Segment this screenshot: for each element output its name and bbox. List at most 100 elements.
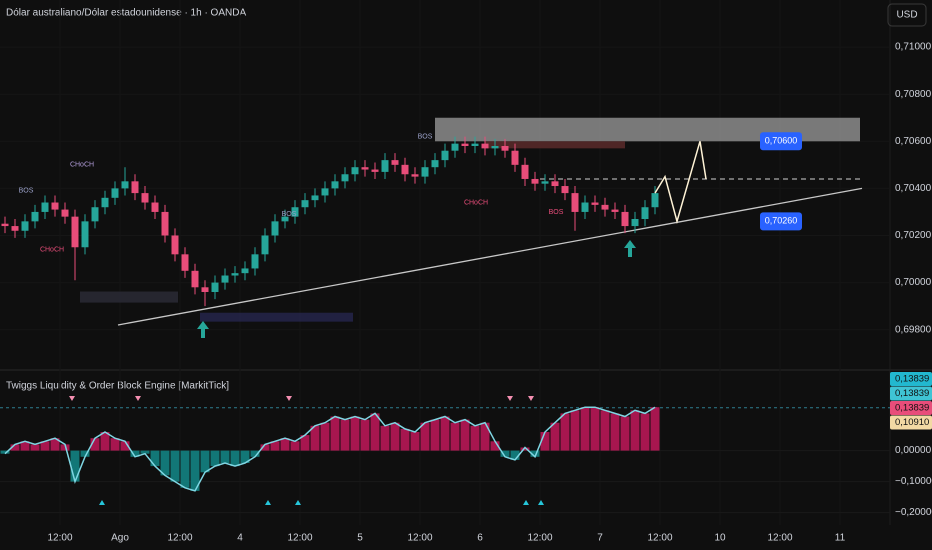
candle-body [141,193,149,203]
candle-body [381,160,389,172]
oscillator-bar [40,441,50,451]
value-badge [890,415,932,430]
oscillator-bar [520,447,530,451]
y-tick-label: 0,71000 [895,42,932,53]
candle-body [231,273,239,276]
oscillator-bar [410,432,420,451]
candle-body [601,204,609,210]
candle-body [611,209,619,212]
oscillator-bar [240,450,250,463]
x-tick-label: 7 [597,533,603,544]
x-tick-label: 10 [714,533,726,544]
oscillator-bar [120,441,130,451]
oscillator-bar [320,422,330,451]
candle-body [631,219,639,227]
oscillator-bar [640,413,650,451]
oscillator-bar [610,413,620,451]
projection-path [654,141,707,225]
candle-body [191,270,199,288]
candle-body [401,164,409,175]
candle-body [351,167,359,175]
oscillator-bar [300,435,310,451]
candle-body [281,216,289,222]
order-block-zone [200,312,353,322]
oscillator-bar [260,444,270,451]
oscillator-bar [400,428,410,451]
y-tick-label: 0,70000 [895,277,932,288]
candle-body [421,167,429,177]
oscillator-bar [450,422,460,451]
currency-label[interactable]: USD [896,10,917,21]
x-tick-label: 12:00 [767,533,792,544]
y-tick-label: 0,70600 [895,136,932,147]
candle-body [121,181,129,189]
candle-body [181,254,189,271]
oscillator-bar [250,450,260,457]
oscillator-bar [420,422,430,451]
candle-body [461,143,469,146]
oscillator-bar [530,450,540,457]
candle-body [371,169,379,172]
value-badge [890,401,932,415]
currency-button[interactable] [887,3,927,27]
price-tag [760,212,802,231]
candle-body [411,174,419,177]
candle-body [561,186,569,194]
y-tick-label: 0,69800 [895,324,932,335]
oscillator-signals-down [69,396,534,401]
oscillator-bar [20,441,30,451]
price-tag [760,132,802,151]
value-badge-label: 0,13839 [895,403,929,414]
candle-body [201,287,209,292]
candle-body [641,207,649,219]
candle-body [451,143,459,151]
oscillator-bar [220,450,230,463]
candle-body [441,150,449,161]
x-tick-label: 12:00 [647,533,672,544]
candle-body [31,211,39,222]
oscillator-bar [460,419,470,451]
candle-body [131,181,139,194]
oscillator-bar [170,450,180,482]
candle-body [391,160,399,165]
structure-label: BOS [282,211,297,218]
candle-body [71,216,79,248]
candle-body [571,193,579,212]
signal-arrow [197,321,209,338]
candle-body [591,202,599,205]
oscillator-signals-up [99,500,544,505]
oscillator-bar [330,416,340,451]
candle-body [81,221,89,248]
oscillator-bar [490,441,500,451]
candle-body [211,282,219,292]
candle-body [241,268,249,274]
candle-body [491,146,499,149]
candle-body [621,211,629,227]
candle-body [161,211,169,236]
candle-body [301,200,309,208]
oscillator-bar [110,438,120,451]
oscillator-bar [390,422,400,451]
candle-body [171,235,179,255]
oscillator-bar [430,419,440,451]
structure-label: BOS [19,188,34,195]
x-tick-label: 6 [477,533,483,544]
x-tick-label: 11 [835,533,846,544]
oscillator-bar [160,450,170,476]
candle-body [271,221,279,236]
oscillator-bar [230,450,240,467]
oscillator-bar [510,450,520,460]
candle-body [1,223,9,227]
candle-body [41,202,49,212]
candle-body [251,254,259,269]
y-tick-label: 0,00000 [895,445,932,456]
oscillator-bar [540,432,550,451]
candle-body [531,178,539,184]
candle-body [341,174,349,182]
candle-body [521,164,529,179]
candle-body [551,181,559,187]
structure-label: BOS [418,133,433,140]
oscillator-bar [140,450,150,454]
